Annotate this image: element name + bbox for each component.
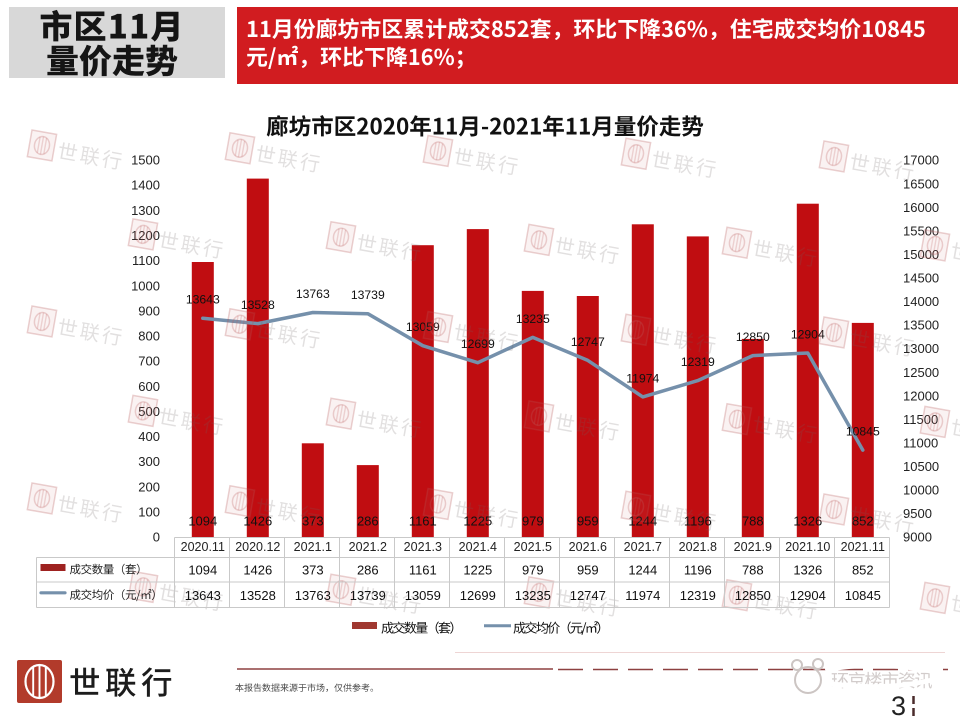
svg-text:1094: 1094 xyxy=(188,513,217,528)
svg-text:13528: 13528 xyxy=(241,298,275,312)
svg-text:1161: 1161 xyxy=(409,513,437,528)
svg-text:959: 959 xyxy=(577,513,599,528)
svg-text:13235: 13235 xyxy=(516,312,550,326)
svg-text:100: 100 xyxy=(138,505,160,520)
svg-text:12747: 12747 xyxy=(570,588,606,603)
svg-text:1196: 1196 xyxy=(684,563,712,578)
svg-text:2020.11: 2020.11 xyxy=(181,540,225,554)
svg-text:2021.11: 2021.11 xyxy=(841,540,885,554)
svg-text:9000: 9000 xyxy=(903,530,932,545)
svg-text:1161: 1161 xyxy=(409,563,437,578)
svg-text:1225: 1225 xyxy=(463,563,492,578)
svg-text:3: 3 xyxy=(891,691,906,720)
svg-text:12904: 12904 xyxy=(790,588,826,603)
svg-text:2021.2: 2021.2 xyxy=(349,540,387,554)
svg-text:788: 788 xyxy=(742,513,764,528)
svg-text:1094: 1094 xyxy=(188,563,217,578)
svg-text:17000: 17000 xyxy=(903,153,939,168)
svg-text:11974: 11974 xyxy=(625,588,660,603)
svg-text:10500: 10500 xyxy=(903,459,939,474)
svg-text:400: 400 xyxy=(138,429,160,444)
svg-text:1400: 1400 xyxy=(131,178,160,193)
svg-text:373: 373 xyxy=(302,563,324,578)
svg-text:2021.5: 2021.5 xyxy=(514,540,552,554)
svg-text:13528: 13528 xyxy=(240,588,276,603)
svg-text:13643: 13643 xyxy=(185,588,221,603)
svg-text:10845: 10845 xyxy=(845,588,881,603)
svg-text:13739: 13739 xyxy=(351,288,385,302)
svg-text:788: 788 xyxy=(742,563,764,578)
svg-text:1300: 1300 xyxy=(131,203,160,218)
svg-text:2020.12: 2020.12 xyxy=(235,540,280,554)
svg-text:1000: 1000 xyxy=(131,278,160,293)
svg-text:800: 800 xyxy=(138,329,160,344)
svg-text:13763: 13763 xyxy=(296,287,330,301)
svg-text:2021.7: 2021.7 xyxy=(624,540,662,554)
svg-text:12319: 12319 xyxy=(681,355,715,369)
svg-text:13235: 13235 xyxy=(515,588,551,603)
svg-text:10000: 10000 xyxy=(903,483,939,498)
svg-text:14000: 14000 xyxy=(903,294,939,309)
svg-text:2021.3: 2021.3 xyxy=(404,540,442,554)
svg-text:959: 959 xyxy=(577,563,599,578)
svg-text:16500: 16500 xyxy=(903,176,939,191)
svg-text:12699: 12699 xyxy=(460,588,496,603)
svg-text:10845: 10845 xyxy=(846,425,880,439)
svg-text:200: 200 xyxy=(138,479,160,494)
svg-text:900: 900 xyxy=(138,303,160,318)
svg-text:2021.9: 2021.9 xyxy=(734,540,772,554)
svg-text:12850: 12850 xyxy=(736,330,770,344)
svg-text:12904: 12904 xyxy=(791,328,825,342)
svg-text:12850: 12850 xyxy=(735,588,771,603)
svg-text:12500: 12500 xyxy=(903,365,939,380)
svg-text:852: 852 xyxy=(852,513,874,528)
svg-text:2021.10: 2021.10 xyxy=(785,540,830,554)
svg-text:13643: 13643 xyxy=(186,293,220,307)
svg-text:12000: 12000 xyxy=(903,388,939,403)
svg-text:13000: 13000 xyxy=(903,341,939,356)
svg-text:700: 700 xyxy=(138,354,160,369)
svg-text:286: 286 xyxy=(357,513,379,528)
svg-text:2021.8: 2021.8 xyxy=(679,540,717,554)
svg-text:2021.4: 2021.4 xyxy=(459,540,497,554)
svg-text:1500: 1500 xyxy=(131,153,160,168)
svg-text:13500: 13500 xyxy=(903,318,939,333)
svg-text:979: 979 xyxy=(522,563,544,578)
svg-text:1244: 1244 xyxy=(628,563,657,578)
svg-text:2021.6: 2021.6 xyxy=(569,540,607,554)
svg-text:1225: 1225 xyxy=(463,513,492,528)
svg-text:12747: 12747 xyxy=(571,335,605,349)
svg-text:16000: 16000 xyxy=(903,200,939,215)
svg-text:2021.1: 2021.1 xyxy=(294,540,332,554)
svg-text:979: 979 xyxy=(522,513,544,528)
svg-text:13763: 13763 xyxy=(295,588,331,603)
svg-text:13739: 13739 xyxy=(350,588,386,603)
svg-text:11000: 11000 xyxy=(903,435,938,450)
svg-text:1326: 1326 xyxy=(793,513,822,528)
svg-text:1326: 1326 xyxy=(793,563,822,578)
svg-text:1426: 1426 xyxy=(243,563,272,578)
svg-text:11974: 11974 xyxy=(626,371,659,385)
svg-text:1100: 1100 xyxy=(132,253,160,268)
svg-text:600: 600 xyxy=(138,379,160,394)
svg-text:852: 852 xyxy=(852,563,874,578)
svg-text:14500: 14500 xyxy=(903,271,939,286)
svg-text:0: 0 xyxy=(153,530,160,545)
svg-text:286: 286 xyxy=(357,563,379,578)
svg-text:12699: 12699 xyxy=(461,337,495,351)
svg-text:373: 373 xyxy=(302,513,324,528)
svg-text:9500: 9500 xyxy=(903,506,932,521)
svg-text:12319: 12319 xyxy=(680,588,716,603)
svg-text:13059: 13059 xyxy=(405,588,441,603)
svg-text:300: 300 xyxy=(138,454,160,469)
